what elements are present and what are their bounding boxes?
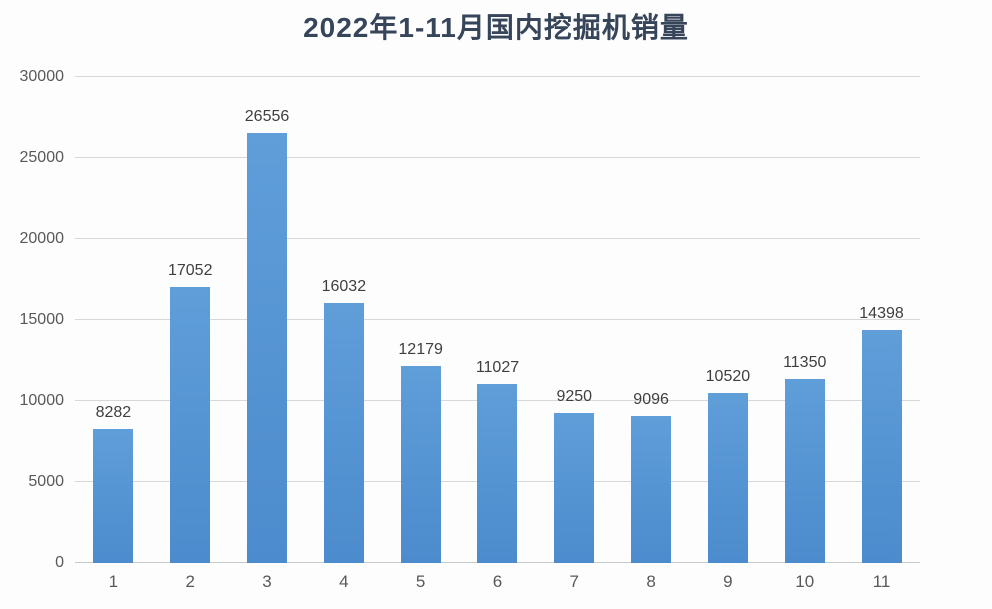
bar-slot: 17052 xyxy=(152,77,229,563)
bar xyxy=(861,329,902,563)
bar-series: 8282 17052 26556 16032 12179 11027 9250 9096 105… xyxy=(75,77,920,563)
bar-value-label: 9096 xyxy=(633,390,669,408)
bar-slot: 16032 xyxy=(305,77,382,563)
bar-value-label: 14398 xyxy=(859,304,904,322)
chart-title: 2022年1-11月国内挖掘机销量 xyxy=(303,12,689,43)
bar-value-label: 12179 xyxy=(398,340,443,358)
bar-slot: 10520 xyxy=(690,77,767,563)
x-tick-label: 7 xyxy=(569,572,580,591)
bar-value-label: 11350 xyxy=(783,354,827,372)
bar-slot: 9096 xyxy=(613,77,690,563)
bar xyxy=(554,413,595,563)
gridline xyxy=(75,238,920,240)
y-tick-label: 25000 xyxy=(19,149,65,166)
plot-area: 8282 17052 26556 16032 12179 11027 9250 9096 105… xyxy=(75,76,920,563)
bar-slot: 14398 xyxy=(843,77,920,563)
bar-slot: 8282 xyxy=(75,77,152,563)
bar xyxy=(170,286,211,563)
bar-value-label: 8282 xyxy=(95,403,132,421)
y-tick-label: 15000 xyxy=(19,311,65,328)
y-axis: 0 5000 10000 15000 20000 25000 30000 xyxy=(0,69,65,571)
bar xyxy=(247,132,288,563)
x-tick-label: 8 xyxy=(646,572,656,591)
bar xyxy=(631,415,672,563)
bar-slot: 26556 xyxy=(229,77,306,563)
gridline xyxy=(75,76,920,77)
bar xyxy=(477,384,518,563)
bar xyxy=(784,379,825,563)
x-tick-label: 6 xyxy=(492,572,503,591)
bar-slot: 11027 xyxy=(459,77,536,563)
gridline xyxy=(75,319,920,320)
bar-slot: 11350 xyxy=(766,77,843,563)
x-tick-label: 10 xyxy=(795,572,815,591)
x-tick-label: 9 xyxy=(723,572,733,591)
bar-slot: 9250 xyxy=(536,77,613,563)
y-tick-label: 30000 xyxy=(19,68,65,85)
bar-value-label: 11027 xyxy=(475,359,520,377)
x-axis: 1 2 3 4 5 6 7 8 9 10 11 xyxy=(75,572,920,592)
x-tick-label: 3 xyxy=(262,572,272,591)
y-tick-label: 0 xyxy=(55,554,64,571)
x-tick-label: 5 xyxy=(415,572,426,591)
bar xyxy=(707,392,748,563)
bar-slot: 12179 xyxy=(382,77,459,563)
x-tick-label: 4 xyxy=(339,572,349,591)
bar-value-label: 26556 xyxy=(244,107,290,125)
bar xyxy=(93,428,134,563)
y-tick-label: 10000 xyxy=(19,392,65,410)
bar-value-label: 9250 xyxy=(556,388,593,406)
x-tick-label: 1 xyxy=(108,572,119,591)
x-tick-label: 2 xyxy=(185,572,195,591)
y-tick-label: 20000 xyxy=(19,230,65,248)
bar xyxy=(323,303,364,563)
bar-value-label: 10520 xyxy=(705,367,751,385)
y-tick-label: 5000 xyxy=(28,473,64,491)
bar xyxy=(400,365,441,563)
bar-value-label: 17052 xyxy=(167,261,213,279)
gridline xyxy=(75,157,920,158)
bar-value-label: 16032 xyxy=(321,278,367,296)
x-tick-label: 11 xyxy=(872,572,891,591)
